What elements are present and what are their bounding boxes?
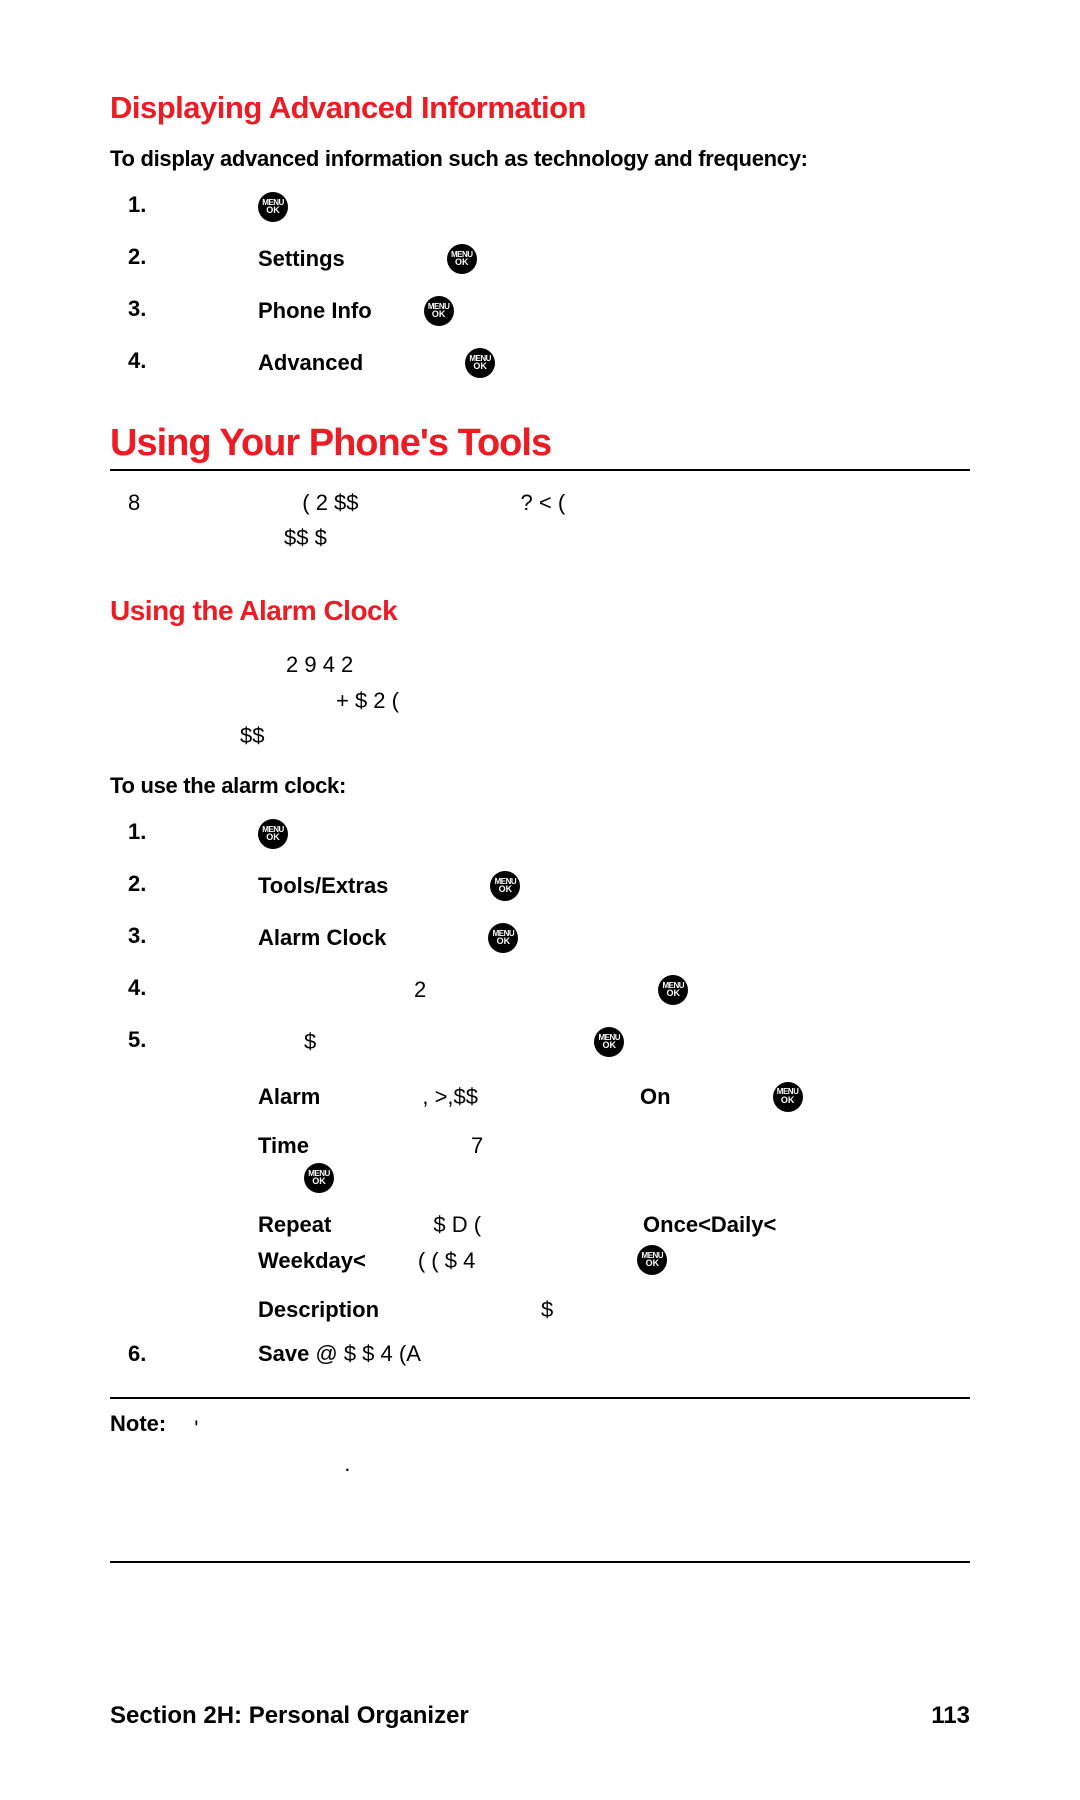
main-heading-tools: Using Your Phone's Tools — [110, 422, 970, 465]
label-time: Time — [258, 1128, 309, 1163]
step-number: 1. — [128, 192, 258, 218]
menu-label-settings: Settings — [258, 246, 345, 272]
step-3: 3. Alarm Clock MENUOK — [128, 923, 970, 961]
steps-alarm-clock: 1. MENUOK 2. Tools/Extras MENUOK 3. Alar… — [110, 819, 970, 1065]
menu-ok-icon: MENUOK — [773, 1082, 803, 1112]
alarm-intro-paragraph: 2 9 4 2 + $ 2 ( $$ — [240, 647, 970, 753]
label-weekday: Weekday< — [258, 1243, 366, 1278]
step-2: 2. Tools/Extras MENUOK — [128, 871, 970, 909]
page-footer: Section 2H: Personal Organizer 113 — [110, 1702, 970, 1730]
menu-label-phone-info: Phone Info — [258, 298, 372, 324]
label-repeat: Repeat — [258, 1207, 331, 1242]
menu-ok-icon: MENUOK — [304, 1163, 334, 1193]
step-number: 6. — [128, 1341, 258, 1367]
menu-label-alarm-clock: Alarm Clock — [258, 925, 386, 951]
menu-ok-icon: MENUOK — [637, 1245, 667, 1275]
menu-ok-icon: MENUOK — [447, 244, 477, 274]
step-1: 1. MENUOK — [128, 192, 970, 230]
step-6: 6. Save @ $ $ 4 (A — [128, 1341, 970, 1379]
step-2: 2. Settings MENUOK — [128, 244, 970, 282]
note-label: Note: — [110, 1411, 166, 1481]
divider — [110, 1561, 970, 1563]
instruction-alarm: To use the alarm clock: — [110, 773, 970, 799]
menu-label-advanced: Advanced — [258, 350, 363, 376]
menu-ok-icon: MENUOK — [258, 819, 288, 849]
label-alarm: Alarm — [258, 1079, 320, 1114]
step-number: 2. — [128, 244, 258, 270]
menu-label-tools-extras: Tools/Extras — [258, 873, 388, 899]
step-4: 4. Advanced MENUOK — [128, 348, 970, 386]
intro-paragraph: 8 ( 2 $$ ? < ( $$ $ — [128, 485, 970, 555]
step-number: 3. — [128, 296, 258, 322]
menu-ok-icon: MENUOK — [594, 1027, 624, 1057]
label-description: Description — [258, 1292, 379, 1327]
footer-page-number: 113 — [931, 1702, 970, 1730]
menu-ok-icon: MENUOK — [465, 348, 495, 378]
steps-alarm-clock-continued: 6. Save @ $ $ 4 (A — [110, 1341, 970, 1379]
menu-ok-icon: MENUOK — [424, 296, 454, 326]
step-number: 4. — [128, 975, 258, 1001]
step-4: 4. 2 MENUOK — [128, 975, 970, 1013]
menu-ok-icon: MENUOK — [658, 975, 688, 1005]
menu-ok-icon: MENUOK — [490, 871, 520, 901]
label-save: Save — [258, 1341, 309, 1367]
menu-ok-icon: MENUOK — [258, 192, 288, 222]
step-1: 1. MENUOK — [128, 819, 970, 857]
subsection-heading-alarm: Using the Alarm Clock — [110, 595, 970, 627]
alarm-subitems: Alarm , >,$$ On MENUOK Time 7 MENUOK Rep… — [258, 1079, 970, 1327]
step-number: 2. — [128, 871, 258, 897]
note-block: Note: ' . — [110, 1411, 970, 1481]
section-heading-advanced-info: Displaying Advanced Information — [110, 90, 970, 126]
divider — [110, 1397, 970, 1399]
step-3: 3. Phone Info MENUOK — [128, 296, 970, 334]
label-on: On — [640, 1079, 671, 1114]
step-number: 5. — [128, 1027, 258, 1053]
note-body: ' . — [194, 1411, 970, 1481]
footer-section: Section 2H: Personal Organizer — [110, 1702, 469, 1730]
menu-ok-icon: MENUOK — [488, 923, 518, 953]
step-number: 3. — [128, 923, 258, 949]
steps-advanced-info: 1. MENUOK 2. Settings MENUOK 3. Phone In… — [110, 192, 970, 386]
label-once-daily: Once<Daily< — [643, 1207, 776, 1242]
divider — [110, 469, 970, 471]
step-5: 5. $ MENUOK — [128, 1027, 970, 1065]
step-number: 4. — [128, 348, 258, 374]
step-number: 1. — [128, 819, 258, 845]
instruction-advanced: To display advanced information such as … — [110, 146, 970, 172]
